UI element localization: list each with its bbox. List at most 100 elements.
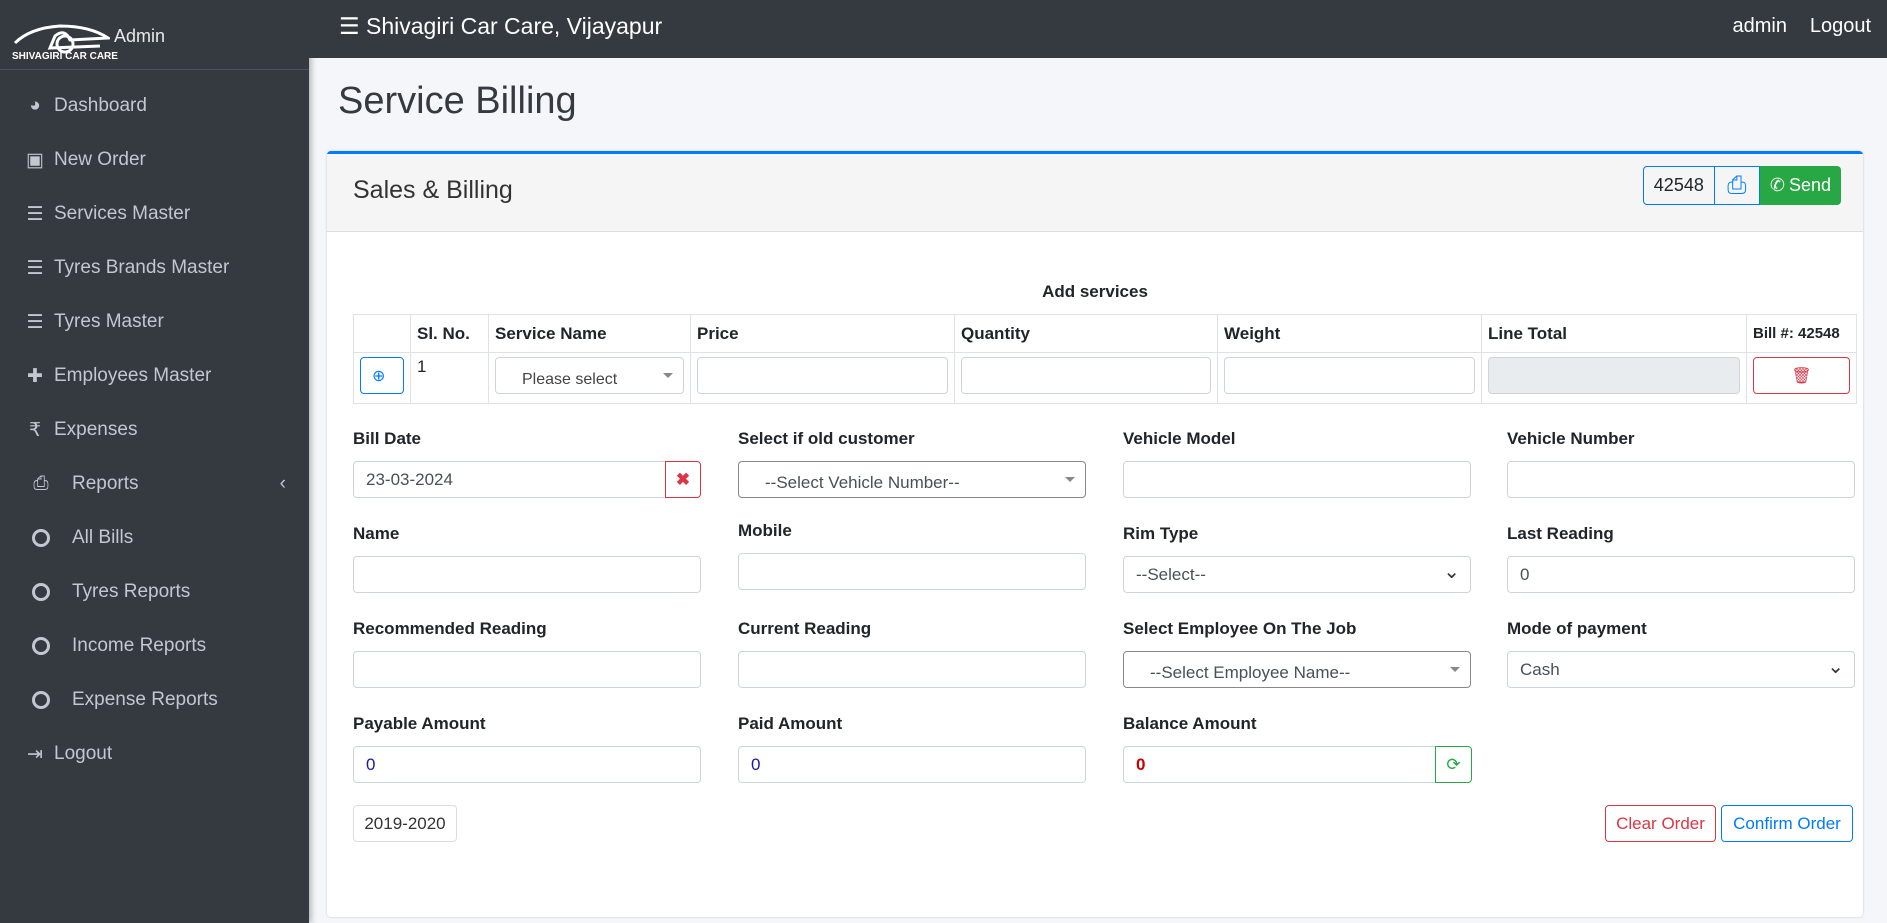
name-input[interactable] xyxy=(353,556,701,593)
rupee-icon: ₹ xyxy=(28,419,42,441)
vehicle-model-input[interactable] xyxy=(1123,461,1471,498)
col-service-name: Service Name xyxy=(488,314,691,353)
payment-mode-select[interactable]: Cash xyxy=(1507,651,1855,688)
current-reading-input[interactable] xyxy=(738,651,1086,688)
page-title: Service Billing xyxy=(338,80,577,122)
recommended-reading-label: Recommended Reading xyxy=(353,619,547,638)
delete-row-button[interactable]: 🗑 xyxy=(1753,357,1850,394)
sidebar-item-tyres-brands-master[interactable]: ☰ Tyres Brands Master xyxy=(24,248,229,288)
sidebar-item-label: Logout xyxy=(54,743,113,764)
sidebar: SHIVAGIRI CAR CARE Admin ◕ Dashboard ▣ New… xyxy=(0,0,309,923)
sidebar-item-employees-master[interactable]: ✚ Employees Master xyxy=(24,356,211,396)
vehicle-number-select[interactable]: --Select Vehicle Number-- xyxy=(738,461,1086,498)
employee-select[interactable]: --Select Employee Name-- xyxy=(1123,651,1471,688)
quantity-input[interactable] xyxy=(961,357,1211,394)
confirm-order-button[interactable]: Confirm Order xyxy=(1721,805,1853,842)
sidebar-item-label: Reports xyxy=(72,473,139,494)
plus-circle-icon: ⊕ xyxy=(372,368,386,385)
col-quantity: Quantity xyxy=(954,314,1218,353)
close-icon: ✖ xyxy=(675,469,691,489)
add-services-heading: Add services xyxy=(1042,282,1148,301)
chevron-left-icon: ‹ xyxy=(279,473,286,494)
line-total-input xyxy=(1488,357,1740,394)
card-header: Sales & Billing 42548 ⎙ ✆ Send xyxy=(327,154,1863,232)
vehicle-model-label: Vehicle Model xyxy=(1123,429,1236,448)
recommended-reading-input[interactable] xyxy=(353,651,701,688)
sidebar-item-label: Dashboard xyxy=(54,95,147,116)
sidebar-item-label: Tyres Reports xyxy=(72,581,191,602)
sidebar-item-new-order[interactable]: ▣ New Order xyxy=(24,140,146,180)
card-title: Sales & Billing xyxy=(353,176,513,204)
sl-no: 1 xyxy=(410,352,489,404)
col-weight: Weight xyxy=(1217,314,1482,353)
brand[interactable]: SHIVAGIRI CAR CARE Admin xyxy=(0,0,309,70)
paid-input[interactable]: 0 xyxy=(738,746,1086,783)
circle-icon xyxy=(32,691,50,709)
billing-card: Sales & Billing 42548 ⎙ ✆ Send Add servic… xyxy=(327,151,1863,917)
payable-input[interactable]: 0 xyxy=(353,746,701,783)
sidebar-item-all-bills[interactable]: All Bills xyxy=(24,518,133,558)
menu-toggle-icon[interactable]: ☰ xyxy=(339,13,360,39)
col-sl-no: Sl. No. xyxy=(410,314,489,353)
services-table: Sl. No. Service Name Price Quantity Weig… xyxy=(353,314,1857,404)
sidebar-item-expenses[interactable]: ₹ Expenses xyxy=(24,410,138,450)
bill-date-input[interactable]: 23-03-2024 xyxy=(353,461,666,498)
sidebar-item-label: Services Master xyxy=(54,203,191,224)
year-button[interactable]: 2019-2020 xyxy=(353,805,457,842)
sidebar-item-label: Tyres Brands Master xyxy=(54,257,230,278)
sidebar-item-label: Employees Master xyxy=(54,365,212,386)
old-customer-label: Select if old customer xyxy=(738,429,915,448)
clear-order-button[interactable]: Clear Order xyxy=(1605,805,1716,842)
sidebar-item-reports[interactable]: ⎙ Reports ‹ xyxy=(24,464,286,504)
whatsapp-icon: ✆ xyxy=(1769,175,1785,195)
sidebar-item-tyres-master[interactable]: ☰ Tyres Master xyxy=(24,302,164,342)
payment-mode-label: Mode of payment xyxy=(1507,619,1647,638)
clear-date-button[interactable]: ✖ xyxy=(665,461,701,498)
print-icon: ⎙ xyxy=(1727,171,1747,199)
sidebar-item-label: All Bills xyxy=(72,527,134,548)
payable-label: Payable Amount xyxy=(353,714,486,733)
vehicle-number-input[interactable] xyxy=(1507,461,1855,498)
col-action xyxy=(353,314,411,353)
price-input[interactable] xyxy=(697,357,948,394)
refresh-icon: ⟳ xyxy=(1446,754,1461,774)
send-label: Send xyxy=(1788,175,1831,195)
send-button[interactable]: ✆ Send xyxy=(1759,166,1841,205)
last-reading-input[interactable]: 0 xyxy=(1507,556,1855,593)
mobile-input[interactable] xyxy=(738,553,1086,590)
sidebar-item-expense-reports[interactable]: Expense Reports xyxy=(24,680,218,720)
balance-input[interactable]: 0 xyxy=(1123,746,1436,783)
paid-label: Paid Amount xyxy=(738,714,843,733)
user-link[interactable]: admin xyxy=(1732,15,1787,37)
sidebar-item-label: Expenses xyxy=(54,419,138,440)
sign-out-icon: ⇥ xyxy=(27,743,43,765)
sidebar-item-tyres-reports[interactable]: Tyres Reports xyxy=(24,572,190,612)
list-icon: ☰ xyxy=(26,257,44,279)
refresh-button[interactable]: ⟳ xyxy=(1435,746,1472,783)
sidebar-item-services-master[interactable]: ☰ Services Master xyxy=(24,194,190,234)
add-row-button[interactable]: ⊕ xyxy=(360,357,404,394)
print-button[interactable]: ⎙ xyxy=(1714,166,1760,205)
logout-link[interactable]: Logout xyxy=(1809,15,1871,37)
sidebar-item-label: Tyres Master xyxy=(54,311,164,332)
service-select[interactable]: Please select xyxy=(495,357,684,394)
circle-icon xyxy=(32,529,50,547)
list-icon: ☰ xyxy=(26,311,44,333)
sidebar-item-label: New Order xyxy=(54,149,146,170)
sidebar-item-label: Income Reports xyxy=(72,635,207,656)
name-label: Name xyxy=(353,524,400,543)
bill-date-label: Bill Date xyxy=(353,429,422,448)
logo-text: SHIVAGIRI CAR CARE xyxy=(12,51,118,62)
sidebar-item-label: Expense Reports xyxy=(72,689,218,710)
money-icon: ▣ xyxy=(26,149,44,171)
vehicle-number-label: Vehicle Number xyxy=(1507,429,1635,448)
car-logo-icon xyxy=(13,24,110,54)
rim-type-select[interactable]: --Select-- xyxy=(1123,556,1471,593)
sidebar-item-income-reports[interactable]: Income Reports xyxy=(24,626,206,666)
weight-input[interactable] xyxy=(1224,357,1475,394)
current-reading-label: Current Reading xyxy=(738,619,872,638)
bill-actions: 42548 ⎙ ✆ Send xyxy=(1642,166,1841,205)
sidebar-item-dashboard[interactable]: ◕ Dashboard xyxy=(24,86,147,126)
table-header: Sl. No. Service Name Price Quantity Weig… xyxy=(353,314,1857,353)
sidebar-item-logout[interactable]: ⇥ Logout xyxy=(24,734,112,774)
